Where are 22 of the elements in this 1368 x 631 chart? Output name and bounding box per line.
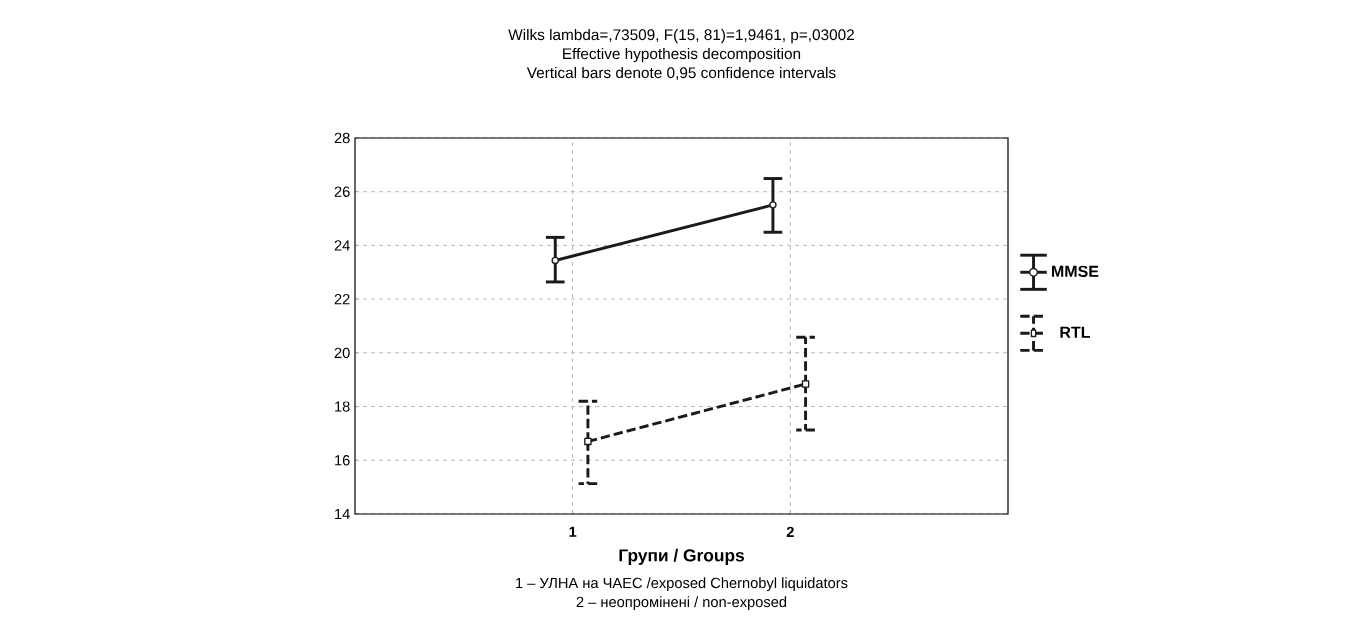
y-tick-label: 16	[335, 455, 350, 466]
y-tick-label: 20	[334, 347, 350, 359]
x-axis-title: Групи / Groups	[619, 548, 744, 565]
legend-label: MMSE	[1052, 265, 1099, 277]
chart-title: Wilks lambda=,73509, F(15, 81)=1,9461, p=,03002	[508, 28, 854, 44]
point	[551, 256, 559, 265]
y-tick-label: 24	[334, 240, 350, 251]
y-tick-label: 26	[334, 186, 350, 197]
y-tick-label: 22	[334, 294, 350, 305]
text: 1 – УЛНА на ЧАЕС /exposed Chernobyl liquidators	[516, 577, 848, 592]
legend-label: RTL	[1060, 326, 1091, 338]
point	[584, 437, 592, 446]
x-tick-label: 2	[786, 526, 794, 537]
text: Vertical bars denote 0,95 confidence intervals	[526, 66, 836, 80]
chart-subtitle: Effective hypothesis decomposition	[563, 47, 801, 63]
text: 2 – неопромінені / non-exposed	[576, 596, 787, 611]
point	[769, 201, 777, 209]
y-tick-label: 14	[335, 508, 350, 520]
x-tick-label: 1	[569, 526, 577, 537]
y-tick-label: 28	[334, 132, 350, 144]
point	[801, 380, 810, 388]
y-tick-label: 18	[335, 401, 350, 412]
